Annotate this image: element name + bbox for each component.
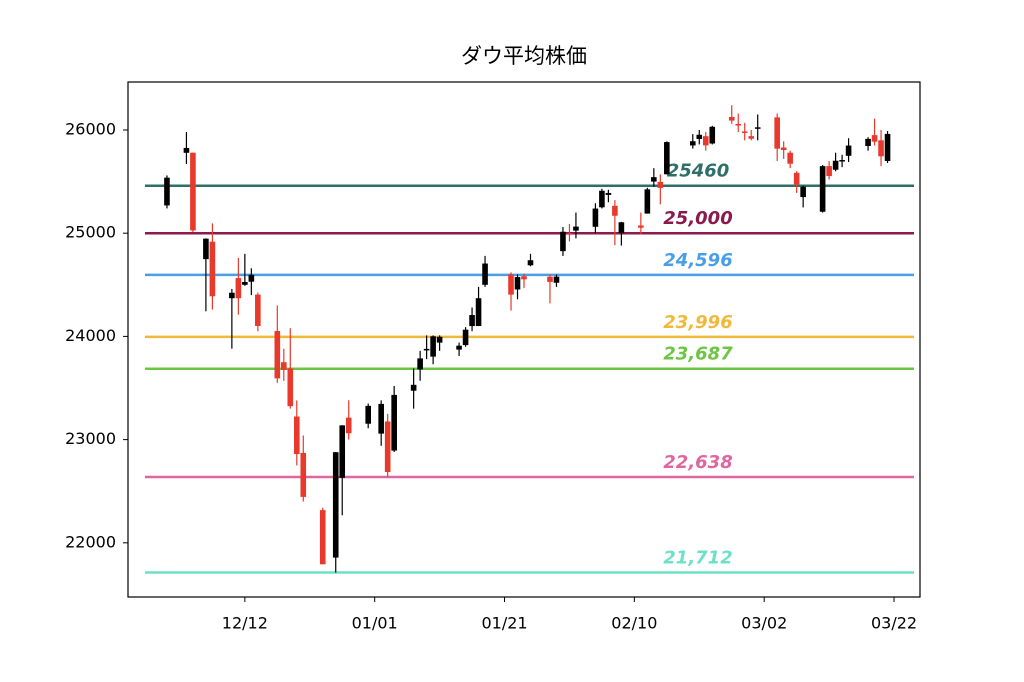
candle-body (183, 147, 190, 153)
candle-body (293, 416, 300, 455)
candle-body (702, 136, 709, 146)
candle-body (573, 226, 579, 231)
level-label: 25460 (667, 161, 730, 182)
candle-body (748, 136, 755, 139)
candle-body (547, 276, 553, 282)
candle-body (475, 298, 482, 326)
candle-body (300, 452, 307, 497)
candle-body (287, 368, 294, 407)
candle-body (281, 362, 287, 370)
candle-body (612, 205, 618, 216)
candle-body (664, 142, 670, 175)
candle-body (255, 294, 261, 326)
candle-body (248, 274, 255, 282)
candle-body (209, 241, 216, 297)
candle-body (800, 186, 806, 198)
candle-body (709, 126, 716, 144)
candle-body (521, 276, 527, 280)
candle-body (696, 134, 703, 139)
level-label: 22,638 (663, 452, 732, 473)
candle-body (319, 510, 326, 565)
candle-body (878, 140, 884, 157)
candle-body (553, 276, 560, 283)
candle-body (689, 141, 696, 146)
x-tick-label: 01/01 (352, 614, 398, 633)
candle-body (378, 403, 384, 434)
level-label: 25,000 (663, 208, 732, 229)
level-label: 24,596 (663, 250, 732, 271)
candle-body (728, 116, 735, 121)
candle-body (482, 263, 488, 285)
candle-body (644, 189, 651, 214)
candle-body (735, 124, 742, 126)
candle-body (229, 292, 235, 299)
candle-body (423, 348, 430, 351)
candle-body (203, 238, 209, 260)
level-label: 23,687 (663, 344, 733, 365)
candle-body (430, 336, 436, 357)
candle-body (339, 425, 346, 478)
y-tick-label: 23000 (65, 429, 116, 448)
level-label: 21,712 (663, 548, 732, 569)
candle-body (826, 166, 832, 177)
y-tick-label: 22000 (65, 532, 116, 551)
candle-body (566, 233, 573, 235)
candle-body (774, 117, 780, 149)
x-tick-label: 03/22 (871, 614, 917, 633)
candle-body (605, 192, 612, 195)
candle-body (884, 133, 891, 161)
x-tick-label: 01/21 (481, 614, 527, 633)
candle-body (832, 160, 839, 170)
candle-body (190, 152, 196, 231)
candle-body (865, 138, 871, 146)
candle-body (365, 405, 371, 424)
candle-body (651, 177, 657, 182)
x-tick-label: 12/12 (222, 614, 268, 633)
candle-body (754, 127, 761, 129)
chart-title: ダウ平均株価 (461, 44, 587, 68)
candle-body (462, 329, 469, 346)
candle-body (845, 145, 852, 156)
candle-body (560, 231, 566, 252)
candle-body (235, 278, 242, 299)
candle-body (787, 152, 793, 164)
candle-body (741, 131, 748, 133)
candle-body (839, 160, 845, 162)
plot-frame (127, 81, 921, 598)
candle-body (384, 421, 391, 473)
candle-body (345, 417, 352, 434)
y-tick-label: 24000 (65, 326, 116, 345)
candle-body (599, 190, 605, 208)
candle-body (456, 345, 462, 350)
candle-body (592, 208, 599, 227)
candle-body (274, 331, 281, 379)
y-tick-label: 26000 (65, 119, 116, 138)
candle-body (164, 177, 170, 206)
candle-body (410, 384, 417, 391)
candle-body (508, 274, 514, 295)
candle-body (793, 172, 800, 185)
candle-body (436, 336, 443, 343)
candle-body (819, 166, 826, 212)
level-label: 23,996 (663, 312, 732, 333)
candle-body (527, 260, 534, 266)
candle-body (657, 181, 664, 188)
y-tick-label: 25000 (65, 223, 116, 242)
candle-body (417, 358, 423, 370)
candle-body (469, 315, 475, 327)
x-tick-label: 02/10 (611, 614, 657, 633)
candle-body (514, 277, 521, 290)
candle-body (332, 452, 339, 558)
candle-body (242, 282, 248, 285)
candle-body (618, 222, 625, 234)
candle-body (780, 147, 787, 151)
candle-body (871, 135, 878, 142)
candle-body (638, 225, 644, 228)
candle-body (391, 394, 397, 451)
x-tick-label: 03/02 (741, 614, 787, 633)
